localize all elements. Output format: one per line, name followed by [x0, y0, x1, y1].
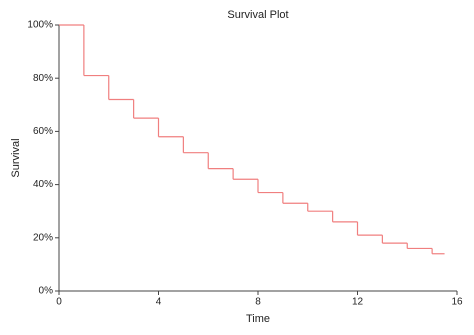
chart-title: Survival Plot [227, 9, 288, 21]
y-tick-label: 80% [33, 73, 53, 84]
x-tick-label: 12 [352, 297, 364, 308]
x-tick-label: 0 [56, 297, 62, 308]
y-tick-label: 40% [33, 179, 53, 190]
y-axis-label: Survival [10, 138, 22, 177]
y-tick-label: 60% [33, 126, 53, 137]
x-tick-label: 16 [451, 297, 463, 308]
y-tick-label: 100% [27, 20, 53, 31]
x-tick-label: 8 [255, 297, 261, 308]
y-tick-label: 20% [33, 232, 53, 243]
x-tick-label: 4 [156, 297, 162, 308]
y-tick-label: 0% [39, 286, 54, 297]
x-axis-label: Time [246, 313, 270, 325]
